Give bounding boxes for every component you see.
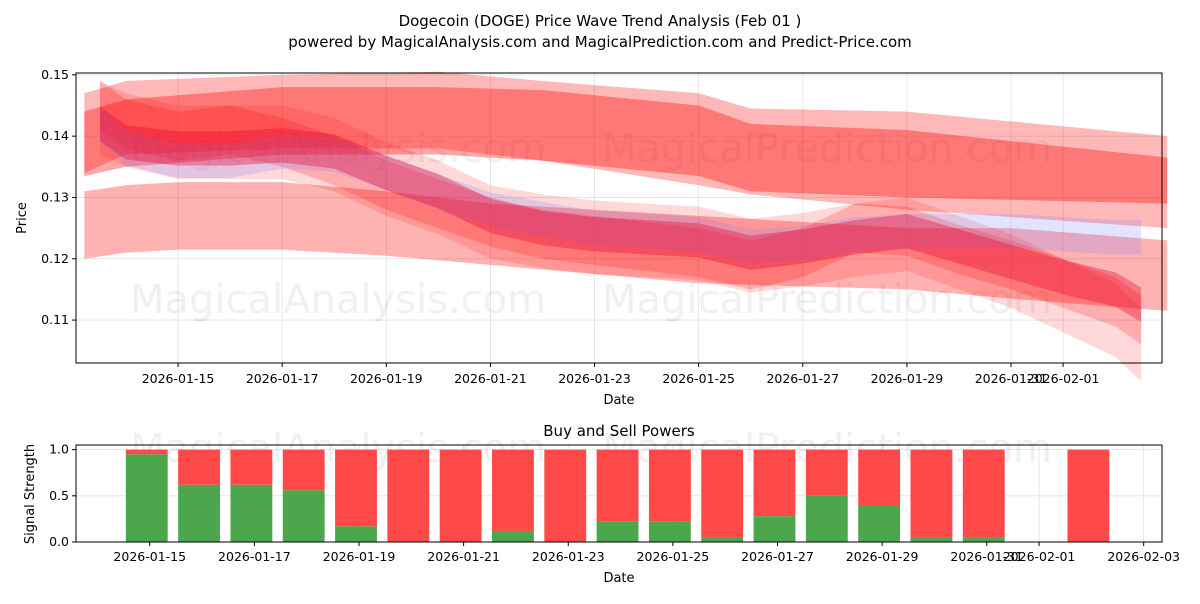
price-xtick-label: 2026-01-29 bbox=[871, 371, 944, 386]
price-xtick-label: 2026-01-25 bbox=[662, 371, 735, 386]
price-xtick-label: 2026-01-21 bbox=[454, 371, 527, 386]
sell-bar bbox=[753, 449, 796, 517]
signal-ytick-label: 1.0 bbox=[49, 442, 69, 457]
sell-bar bbox=[335, 449, 377, 527]
price-xtick-label: 2026-01-31 bbox=[975, 371, 1048, 386]
sell-bar bbox=[125, 449, 168, 455]
price-bands bbox=[84, 71, 1168, 382]
price-ytick-label: 0.15 bbox=[41, 67, 69, 82]
signal-xtick-label: 2026-01-19 bbox=[323, 549, 396, 564]
price-axis-ticks: 2026-01-15 2026-01-17 2026-01-19 2026-01-21… bbox=[41, 67, 1099, 386]
price-grid bbox=[76, 73, 1162, 363]
price-band bbox=[84, 71, 1168, 229]
sell-bar bbox=[701, 449, 744, 538]
signal-xtick-label: 2026-01-29 bbox=[846, 549, 919, 564]
signal-xtick-label: 2026-01-23 bbox=[532, 549, 605, 564]
sell-bar bbox=[230, 449, 273, 485]
signal-xtick-label: 2026-01-17 bbox=[218, 549, 291, 564]
signal-xtick-label: 2026-01-31 bbox=[950, 549, 1023, 564]
price-band bbox=[84, 87, 1168, 204]
buy-bar bbox=[596, 521, 639, 542]
watermark-2: MagicalPrediction.com bbox=[602, 126, 1052, 172]
sell-bar bbox=[596, 449, 639, 522]
signal-ytick-label: 0.5 bbox=[49, 488, 69, 503]
buy-bar bbox=[805, 495, 848, 542]
sell-bar bbox=[648, 449, 691, 522]
signal-xtick-label: 2026-02-01 bbox=[1003, 549, 1076, 564]
price-xtick-label: 2026-01-23 bbox=[558, 371, 631, 386]
sell-bar bbox=[962, 449, 1005, 538]
chart-subtitle: powered by MagicalAnalysis.com and Magic… bbox=[288, 33, 912, 51]
price-plot: MagicalAnalysis.com MagicalPrediction.co… bbox=[15, 67, 1168, 408]
price-xtick-label: 2026-01-17 bbox=[246, 371, 319, 386]
buy-bar bbox=[910, 537, 953, 542]
watermark-3: MagicalAnalysis.com bbox=[130, 277, 546, 323]
buy-bar bbox=[492, 530, 534, 542]
signal-xtick-label: 2026-01-15 bbox=[113, 549, 186, 564]
price-trend-line bbox=[99, 80, 1142, 382]
signal-plot-frame bbox=[75, 444, 1163, 543]
sell-bar bbox=[178, 449, 220, 485]
sell-bar bbox=[805, 449, 848, 496]
sell-bar bbox=[492, 449, 534, 531]
buy-bar bbox=[962, 537, 1005, 542]
buy-bar bbox=[282, 490, 325, 542]
buy-bar bbox=[178, 484, 220, 542]
signal-bars bbox=[125, 449, 1110, 542]
signal-ylabel: Signal Strength bbox=[23, 444, 38, 544]
signal-ytick-label: 0.0 bbox=[49, 534, 69, 549]
signal-xtick-label: 2026-01-21 bbox=[427, 549, 500, 564]
buy-bar bbox=[858, 505, 901, 542]
price-xtick-label: 2026-01-15 bbox=[142, 371, 215, 386]
price-plot-frame bbox=[75, 72, 1163, 364]
price-ytick-label: 0.11 bbox=[41, 312, 69, 327]
buy-bar bbox=[335, 526, 377, 542]
sell-bar bbox=[439, 449, 482, 542]
chart-title: Dogecoin (DOGE) Price Wave Trend Analysi… bbox=[399, 12, 802, 30]
sell-bar bbox=[387, 449, 430, 542]
signal-axis-ticks: 2026-01-15 2026-01-17 2026-01-19 2026-01-21… bbox=[49, 442, 1180, 564]
buy-bar bbox=[230, 484, 273, 542]
signal-xtick-label: 2026-02-03 bbox=[1107, 549, 1180, 564]
buy-bar bbox=[125, 454, 168, 542]
price-ytick-label: 0.13 bbox=[41, 189, 69, 204]
signal-title: Buy and Sell Powers bbox=[543, 422, 695, 440]
signal-xtick-label: 2026-01-27 bbox=[741, 549, 814, 564]
price-ytick-label: 0.14 bbox=[41, 128, 69, 143]
buy-bar bbox=[753, 516, 796, 542]
watermark-4: MagicalPrediction.com bbox=[602, 277, 1052, 323]
price-band bbox=[84, 182, 1168, 311]
sell-bar bbox=[282, 449, 325, 491]
price-trend-line bbox=[99, 106, 1142, 322]
price-xlabel: Date bbox=[603, 393, 634, 408]
signal-plot: Buy and Sell Powers MagicalAnalysis.com … bbox=[23, 422, 1180, 586]
signal-xtick-label: 2026-01-25 bbox=[637, 549, 710, 564]
price-xtick-label: 2026-02-01 bbox=[1027, 371, 1100, 386]
buy-bar bbox=[648, 521, 691, 542]
signal-xlabel: Date bbox=[603, 571, 634, 586]
price-xtick-label: 2026-01-27 bbox=[766, 371, 839, 386]
price-ytick-label: 0.12 bbox=[41, 251, 69, 266]
price-xtick-label: 2026-01-19 bbox=[350, 371, 423, 386]
sell-bar bbox=[1067, 449, 1110, 542]
price-ylabel: Price bbox=[15, 202, 30, 234]
buy-bar bbox=[701, 537, 744, 542]
sell-bar bbox=[544, 449, 587, 542]
sell-bar bbox=[910, 449, 953, 538]
watermark-1: MagicalAnalysis.com bbox=[130, 126, 546, 172]
price-trend-line bbox=[99, 106, 1142, 264]
sell-bar bbox=[858, 449, 901, 506]
